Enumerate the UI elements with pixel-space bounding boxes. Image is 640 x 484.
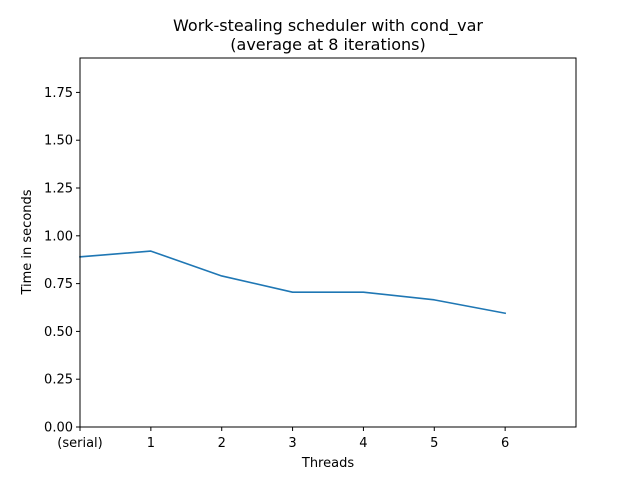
x-tick-label: 5 — [430, 436, 438, 451]
chart-title-line-1: Work-stealing scheduler with cond_var — [173, 16, 483, 36]
x-axis-label: Threads — [301, 456, 354, 471]
y-tick-label: 0.00 — [44, 421, 73, 436]
chart-title-line-2: (average at 8 iterations) — [230, 35, 425, 54]
x-tick-label: 3 — [288, 436, 296, 451]
y-tick-label: 1.75 — [44, 86, 73, 101]
y-tick-label: 0.75 — [44, 277, 73, 292]
x-tick-label: 1 — [147, 436, 155, 451]
y-tick-label: 1.25 — [44, 182, 73, 197]
x-tick-label: 2 — [218, 436, 226, 451]
x-tick-label: 6 — [501, 436, 509, 451]
plot-area — [80, 58, 576, 427]
y-axis-label: Time in seconds — [20, 189, 35, 295]
y-tick-label: 0.25 — [44, 373, 73, 388]
x-tick-label: 4 — [359, 436, 367, 451]
y-tick-label: 1.00 — [44, 229, 73, 244]
x-tick-label: (serial) — [57, 436, 102, 451]
y-tick-label: 1.50 — [44, 134, 73, 149]
y-tick-label: 0.50 — [44, 325, 73, 340]
